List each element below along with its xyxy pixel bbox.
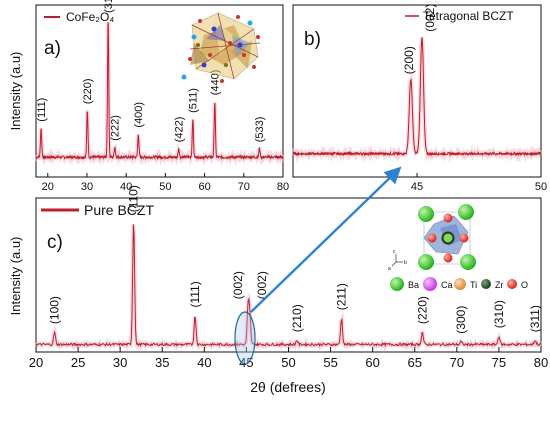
x-tick-label: 20 [42, 181, 54, 193]
panel-b-legend: Tetragonal BCZT [423, 9, 514, 23]
panel-c-legend: Pure BCZT [84, 202, 154, 218]
x-tick-label: 60 [365, 355, 379, 370]
panel-c-ylabel: Intensity (a.u) [8, 237, 23, 316]
panel-a-ylabel: Intensity (a.u) [8, 52, 23, 131]
panel-a-legend: CoFe₂O₄ [66, 10, 114, 24]
x-tick-label: 65 [408, 355, 422, 370]
peak-label: (310) [492, 300, 506, 328]
ca-atom-swatch [423, 277, 437, 291]
panel-a-x-ticks: 20 30 40 50 60 70 80 [42, 173, 289, 193]
peak-label: (422) [173, 117, 185, 143]
x-tick-label: 45 [411, 181, 423, 193]
x-tick-label: 35 [155, 355, 169, 370]
peak-label: (211) [335, 283, 349, 310]
panel-c-xlabel: 2θ (defrees) [250, 379, 325, 395]
panel-a-tag: a) [44, 38, 61, 59]
peak-label: (400) [133, 102, 145, 128]
x-tick-label: 25 [71, 355, 85, 370]
peak-label: (440) [209, 70, 221, 96]
peak-label: (002) [255, 271, 269, 299]
peak-label: (111) [188, 281, 202, 307]
panel-a: 20 30 40 50 60 70 80 (111) (220) (311) (222) (400)… [8, 0, 289, 193]
x-tick-label: 50 [535, 181, 547, 193]
panel-a-trace [35, 22, 284, 161]
x-tick-label: 45 [239, 355, 253, 370]
peak-label: (111) [36, 98, 48, 122]
panel-a-peak-labels: (111) (220) (311) (222) (400) (422)(511) (440)… [36, 0, 266, 142]
panel-b-glow [291, 37, 543, 163]
x-tick-label: 20 [29, 355, 43, 370]
peak-label: (100) [48, 296, 62, 324]
panel-b-x-ticks: 45 50 [411, 173, 547, 193]
x-tick-label: 40 [120, 181, 132, 193]
x-tick-label: 30 [113, 355, 127, 370]
peak-label: (511) [188, 88, 200, 113]
peak-label: (002) [423, 4, 437, 32]
x-tick-label: 40 [197, 355, 211, 370]
svg-text:c: c [393, 249, 396, 255]
zr-atom-swatch [481, 279, 491, 289]
zoom-connector-arrow [250, 166, 402, 313]
peak-label: (311) [103, 0, 115, 13]
crystal-legend-zr: Zr [495, 280, 504, 290]
x-tick-label: 70 [238, 181, 250, 193]
panel-c-x-ticks: 20 25 30 35 40 45 50 55 60 65 70 75 80 [29, 347, 548, 370]
x-tick-label: 75 [492, 355, 506, 370]
x-tick-label: 50 [159, 181, 171, 193]
ba-atom-swatch [390, 277, 404, 291]
panel-b-peak-labels: (200) (002) [402, 4, 437, 75]
x-tick-label: 70 [450, 355, 464, 370]
peak-label: (200) [402, 46, 416, 74]
x-tick-label: 80 [277, 181, 289, 193]
panel-c-trace [35, 224, 542, 348]
crystal-legend-ca: Ca [441, 280, 453, 290]
peak-label: (300) [454, 306, 468, 334]
ti-atom-swatch [454, 278, 466, 290]
crystal-legend-ba: Ba [408, 280, 419, 290]
crystal-element-legend: Ba Ca Ti Zr O [390, 277, 528, 291]
peak-label: (311) [528, 305, 542, 332]
panel-c-tag: c) [47, 232, 63, 253]
peak-label: (002) [231, 271, 245, 299]
x-tick-label: 60 [198, 181, 210, 193]
panel-b: 45 50 (200) (002) b) Tetragonal BCZT [291, 4, 547, 193]
peak-label: (222) [110, 115, 122, 141]
panel-b-tag: b) [304, 29, 321, 50]
panel-c-peak-labels: (100) (110) (111) (002) (002) (210) (211) (220)… [48, 185, 543, 334]
doublet-highlight-ellipse [234, 311, 256, 365]
peak-label: (220) [415, 296, 429, 324]
x-tick-label: 55 [323, 355, 337, 370]
perovskite-structure-illustration: c b a [388, 204, 476, 272]
crystal-legend-o: O [521, 280, 528, 290]
o-atom-swatch [507, 279, 517, 289]
x-tick-label: 30 [81, 181, 93, 193]
peak-label: (220) [82, 78, 94, 104]
peak-label: (533) [254, 117, 266, 143]
panel-a-frame [35, 4, 284, 178]
peak-label: (210) [290, 304, 304, 332]
panel-c: 20 25 30 35 40 45 50 55 60 65 70 75 80 (100) (110) (11… [8, 166, 548, 395]
svg-text:b: b [404, 260, 407, 266]
panel-b-trace [292, 37, 542, 157]
spinel-structure-illustration [181, 12, 261, 83]
x-tick-label: 50 [281, 355, 295, 370]
x-tick-label: 80 [534, 355, 548, 370]
peak-label: (110) [127, 185, 141, 212]
trace-glow [291, 37, 543, 163]
crystal-legend-ti: Ti [470, 280, 477, 290]
svg-text:a: a [388, 266, 391, 272]
